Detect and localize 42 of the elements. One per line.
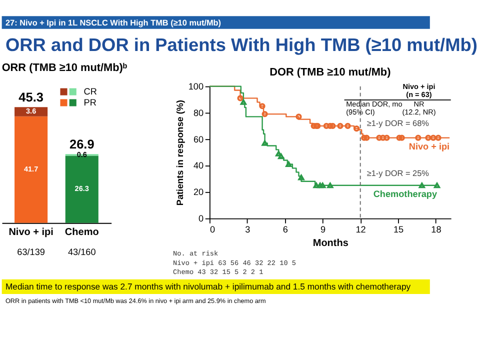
y-tick-label: 80 bbox=[193, 108, 204, 118]
chart-title: DOR (TMB ≥10 mut/Mb) bbox=[270, 66, 392, 78]
y-tick-label: 0 bbox=[198, 214, 204, 224]
x-axis-title: Months bbox=[312, 238, 349, 250]
data-label: 41.7 bbox=[24, 164, 38, 174]
chart-title: ORR (TMB ≥10 mut/Mb)ᵇ bbox=[2, 62, 128, 74]
series-label: Nivo + ipi bbox=[408, 142, 450, 152]
series-label: Chemotherapy bbox=[373, 189, 438, 200]
text: 63/139 bbox=[17, 246, 45, 257]
annotation: ≥1-y DOR = 68% bbox=[366, 118, 429, 128]
x-tick-label: 18 bbox=[431, 224, 442, 234]
legend-label: PR bbox=[84, 97, 97, 108]
annotation: NR bbox=[414, 99, 424, 108]
data-label: 3.6 bbox=[26, 106, 36, 116]
data-label: 0.6 bbox=[76, 150, 87, 159]
text: Median time to response was 2.7 months with nivolumab + ipilimumab and 1.5 months with chemotherapy bbox=[5, 281, 412, 292]
x-tick-label: 3 bbox=[245, 224, 250, 234]
annotation: Median DOR, mo bbox=[346, 99, 402, 108]
annotation: ≥1-y DOR = 25% bbox=[366, 169, 429, 178]
x-tick-label: Nivo + ipi bbox=[8, 227, 54, 238]
annotation: (n = 63) bbox=[406, 90, 432, 100]
x-tick-label: 9 bbox=[320, 224, 326, 234]
total-label: 26.9 bbox=[69, 136, 94, 152]
text: 43/160 bbox=[68, 246, 96, 257]
y-tick-label: 60 bbox=[193, 134, 204, 144]
y-tick-label: 100 bbox=[188, 82, 204, 92]
data-label: 26.3 bbox=[74, 184, 89, 194]
x-tick-label: 0 bbox=[210, 224, 216, 234]
y-tick-label: 20 bbox=[193, 187, 204, 198]
text: ORR and DOR in Patients With High TMB (≥10 mut/Mb) bbox=[5, 34, 478, 55]
x-tick-label: Chemo bbox=[64, 227, 99, 238]
x-tick-label: 12 bbox=[356, 224, 366, 234]
text: 27: Nivo + Ipi in 1L NSCLC With High TMB (≥10 mut/Mb) bbox=[5, 18, 222, 28]
y-axis-title: Patients in response (%) bbox=[174, 100, 185, 206]
total-label: 45.3 bbox=[18, 90, 44, 105]
x-tick-label: 15 bbox=[393, 224, 404, 234]
annotation: (95% CI) bbox=[346, 108, 375, 117]
x-tick-label: 6 bbox=[282, 224, 288, 234]
y-tick-label: 40 bbox=[193, 160, 204, 171]
legend-label: CR bbox=[84, 86, 98, 97]
annotation: Nivo + ipi bbox=[402, 82, 436, 92]
annotation: (12.2, NR) bbox=[402, 108, 436, 117]
